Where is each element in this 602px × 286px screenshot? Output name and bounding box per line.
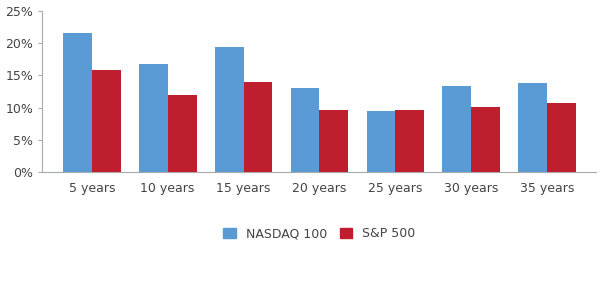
Bar: [63, 33, 92, 172]
Bar: [168, 95, 196, 172]
Bar: [547, 103, 576, 172]
Bar: [442, 86, 471, 172]
Bar: [291, 88, 320, 172]
Bar: [215, 47, 244, 172]
Bar: [92, 70, 120, 172]
Bar: [471, 107, 500, 172]
Bar: [320, 110, 349, 172]
Bar: [244, 82, 272, 172]
Legend: NASDAQ 100, S&P 500: NASDAQ 100, S&P 500: [223, 227, 415, 240]
Bar: [139, 64, 168, 172]
Bar: [367, 112, 396, 172]
Bar: [396, 110, 424, 172]
Bar: [518, 83, 547, 172]
